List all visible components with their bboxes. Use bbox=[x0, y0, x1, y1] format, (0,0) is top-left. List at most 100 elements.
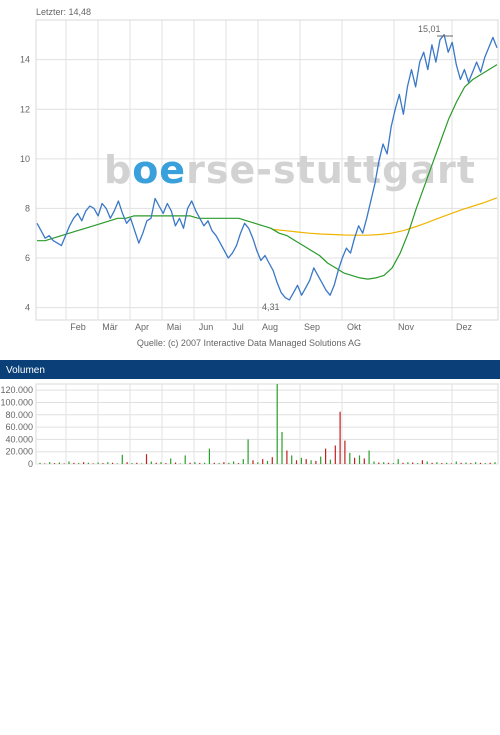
volume-bar bbox=[465, 462, 467, 464]
price-lines bbox=[36, 33, 498, 301]
volume-bar bbox=[378, 462, 380, 464]
volume-bar bbox=[441, 463, 443, 464]
price-x-tick-label: Mai bbox=[167, 322, 182, 332]
volume-y-tick-label: 0 bbox=[28, 459, 33, 469]
volume-bar bbox=[417, 463, 419, 464]
volume-bar bbox=[131, 463, 133, 464]
volume-bar bbox=[262, 459, 264, 464]
volume-plot-frame bbox=[35, 383, 499, 465]
volume-bar bbox=[112, 462, 114, 464]
volume-bar bbox=[58, 462, 60, 464]
volume-bar bbox=[160, 462, 162, 464]
price-y-tick-label: 10 bbox=[20, 154, 30, 164]
volume-bar bbox=[421, 460, 423, 464]
volume-bar bbox=[431, 462, 433, 464]
volume-bar bbox=[426, 461, 428, 464]
volume-bar bbox=[281, 432, 283, 464]
volume-bar bbox=[363, 458, 365, 464]
price-chart: boerse-stuttgart 4 6 8 10 12 14 Feb Mär Apr Mai J… bbox=[20, 19, 499, 332]
volume-bar bbox=[73, 462, 75, 464]
volume-bar bbox=[286, 450, 288, 464]
volume-bar bbox=[455, 461, 457, 464]
high-annotation: 15,01 bbox=[418, 24, 441, 34]
volume-bar bbox=[402, 462, 404, 464]
volume-bar bbox=[407, 462, 409, 464]
volume-bar bbox=[450, 463, 452, 464]
volume-bar bbox=[184, 455, 186, 464]
volume-bar bbox=[300, 457, 302, 464]
volume-bar bbox=[126, 462, 128, 464]
low-annotation: 4,31 bbox=[262, 302, 280, 312]
volume-bar bbox=[199, 463, 201, 464]
volume-bar bbox=[436, 462, 438, 464]
volume-bar bbox=[271, 457, 273, 464]
volume-bar bbox=[233, 461, 235, 464]
volume-bar bbox=[470, 463, 472, 464]
volume-y-tick-label: 80.000 bbox=[5, 410, 33, 420]
volume-bar bbox=[320, 456, 322, 464]
volume-bar bbox=[165, 463, 167, 464]
volume-bar bbox=[257, 462, 259, 464]
volume-bar bbox=[150, 461, 152, 464]
volume-y-axis: 0 20.000 40.000 60.000 80.000 100.000 120.000 bbox=[0, 385, 33, 469]
volume-header-bar bbox=[0, 360, 500, 379]
volume-y-tick-label: 100.000 bbox=[0, 397, 33, 407]
volume-bar bbox=[310, 460, 312, 464]
last-price-label: Letzter: 14,48 bbox=[36, 7, 91, 17]
volume-bar bbox=[494, 462, 496, 464]
volume-bar bbox=[44, 463, 46, 464]
price-x-tick-label: Mär bbox=[102, 322, 118, 332]
volume-bar bbox=[174, 462, 177, 464]
volume-bar bbox=[194, 462, 196, 464]
volume-bar bbox=[228, 462, 230, 464]
volume-y-tick-label: 20.000 bbox=[5, 447, 33, 457]
volume-bar bbox=[479, 462, 482, 464]
volume-bar bbox=[63, 463, 65, 464]
volume-bar bbox=[189, 462, 191, 464]
volume-bar bbox=[107, 462, 109, 464]
price-x-axis: Feb Mär Apr Mai Jun Jul Aug Sep Okt Nov Dez bbox=[70, 322, 472, 332]
volume-bars bbox=[39, 384, 496, 464]
volume-bar bbox=[155, 462, 157, 464]
volume-bar bbox=[489, 462, 491, 464]
volume-bar bbox=[218, 463, 220, 464]
volume-bar bbox=[68, 461, 70, 464]
volume-bar bbox=[305, 459, 307, 464]
volume-bar bbox=[344, 440, 346, 464]
volume-bar bbox=[334, 445, 336, 464]
volume-bar bbox=[92, 463, 94, 464]
moving-average-short-line bbox=[37, 64, 498, 280]
volume-y-tick-label: 60.000 bbox=[5, 422, 33, 432]
volume-bar bbox=[97, 462, 99, 464]
volume-bar bbox=[116, 463, 118, 464]
volume-bar bbox=[53, 463, 56, 464]
price-x-tick-label: Apr bbox=[135, 322, 149, 332]
volume-bar bbox=[387, 462, 390, 464]
watermark-logo: boerse-stuttgart bbox=[104, 148, 476, 192]
watermark-accent: oe bbox=[132, 148, 186, 192]
volume-bar bbox=[83, 462, 85, 464]
volume-bar bbox=[358, 455, 361, 464]
volume-bar bbox=[329, 459, 331, 464]
volume-bar bbox=[49, 462, 51, 464]
moving-average-long-line bbox=[273, 197, 498, 236]
volume-bar bbox=[179, 463, 181, 464]
price-y-tick-label: 12 bbox=[20, 104, 30, 114]
source-note: Quelle: (c) 2007 Interactive Data Manage… bbox=[137, 338, 361, 348]
volume-bar bbox=[223, 462, 225, 464]
price-x-tick-label: Jun bbox=[199, 322, 214, 332]
volume-bar bbox=[237, 463, 240, 464]
price-y-tick-label: 4 bbox=[25, 303, 30, 313]
price-x-tick-label: Sep bbox=[304, 322, 320, 332]
price-y-tick-label: 8 bbox=[25, 203, 30, 213]
volume-bar bbox=[412, 462, 414, 464]
price-x-tick-label: Okt bbox=[347, 322, 362, 332]
price-line bbox=[36, 33, 498, 301]
price-x-tick-label: Aug bbox=[262, 322, 278, 332]
volume-y-tick-label: 120.000 bbox=[0, 385, 33, 395]
volume-bar bbox=[373, 461, 375, 464]
price-x-tick-label: Feb bbox=[70, 322, 86, 332]
volume-bar bbox=[145, 454, 148, 464]
volume-bar bbox=[102, 463, 104, 464]
volume-bar bbox=[121, 454, 123, 464]
